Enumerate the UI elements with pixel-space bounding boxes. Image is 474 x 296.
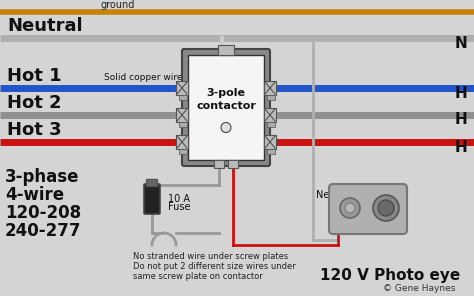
Text: N: N (454, 36, 467, 51)
FancyBboxPatch shape (267, 95, 275, 100)
Text: Hot 2: Hot 2 (7, 94, 62, 112)
Text: Neutral: Neutral (7, 17, 82, 35)
FancyBboxPatch shape (179, 95, 187, 100)
Text: Do not put 2 different size wires under: Do not put 2 different size wires under (133, 262, 296, 271)
FancyBboxPatch shape (182, 49, 270, 166)
FancyBboxPatch shape (264, 81, 276, 95)
Text: Hot 1: Hot 1 (7, 67, 62, 85)
Circle shape (221, 123, 231, 133)
FancyBboxPatch shape (264, 135, 276, 149)
Text: H: H (454, 86, 467, 101)
Circle shape (373, 195, 399, 221)
FancyBboxPatch shape (228, 160, 238, 168)
Text: Neutral: Neutral (316, 190, 352, 200)
FancyBboxPatch shape (218, 45, 234, 55)
Text: No stranded wire under screw plates: No stranded wire under screw plates (133, 252, 288, 261)
FancyBboxPatch shape (214, 160, 224, 168)
Text: 240-277: 240-277 (5, 222, 82, 240)
Text: H: H (454, 112, 467, 128)
Text: same screw plate on contactor: same screw plate on contactor (133, 272, 263, 281)
FancyBboxPatch shape (179, 149, 187, 154)
Text: 10 A: 10 A (168, 194, 190, 204)
Text: 3-phase: 3-phase (5, 168, 80, 186)
FancyBboxPatch shape (176, 135, 188, 149)
FancyBboxPatch shape (176, 81, 188, 95)
FancyBboxPatch shape (146, 179, 157, 186)
Text: Fuse: Fuse (168, 202, 191, 212)
FancyBboxPatch shape (176, 108, 188, 122)
Text: H: H (454, 139, 467, 155)
Text: Hot 3: Hot 3 (7, 121, 62, 139)
Circle shape (378, 200, 394, 216)
FancyBboxPatch shape (264, 108, 276, 122)
Text: Solid copper wire: Solid copper wire (104, 73, 183, 83)
Text: 120-208: 120-208 (5, 204, 81, 222)
Circle shape (345, 203, 355, 213)
FancyBboxPatch shape (329, 184, 407, 234)
FancyBboxPatch shape (179, 122, 187, 127)
Text: ground: ground (101, 0, 135, 10)
FancyBboxPatch shape (267, 149, 275, 154)
Text: 4-wire: 4-wire (5, 186, 64, 204)
Text: 120 V Photo eye: 120 V Photo eye (320, 268, 460, 283)
FancyBboxPatch shape (267, 122, 275, 127)
FancyBboxPatch shape (144, 184, 160, 214)
Text: © Gene Haynes: © Gene Haynes (383, 284, 455, 293)
Text: 3-pole
contactor: 3-pole contactor (196, 88, 256, 111)
Circle shape (340, 198, 360, 218)
FancyBboxPatch shape (188, 55, 264, 160)
